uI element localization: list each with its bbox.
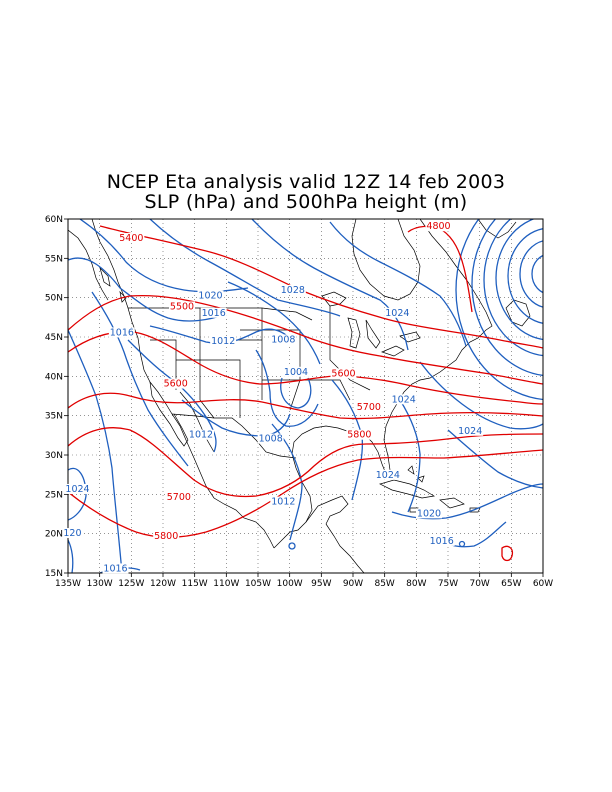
- plot-frame: [67, 218, 544, 574]
- slp-contour-label: 1024: [376, 470, 400, 481]
- height-labels: 5400 4800 5500 5600 5600 5700 5800 5700 5800: [118, 221, 452, 542]
- slp-contour-label: 1016: [103, 563, 127, 574]
- slp-contour-label-bg: [283, 366, 309, 377]
- slp-contour-label-bg: [197, 290, 224, 301]
- x-tick-label: 70W: [469, 579, 489, 589]
- slp-contour-label-bg: [62, 528, 83, 539]
- y-tick-label: 60N: [45, 215, 63, 225]
- slp-contour-label: 1020: [198, 290, 222, 301]
- slp-contour-label-bg: [428, 535, 455, 546]
- slp-contour-label: 1016: [202, 308, 226, 319]
- y-tick-label: 45N: [45, 333, 63, 343]
- y-tick-label: 40N: [45, 372, 63, 382]
- height-contour-label-bg: [169, 301, 195, 312]
- coastlines: [68, 219, 531, 573]
- y-axis-ticks: 15N 20N 25N 30N 35N 40N 45N 50N 55N 60N: [45, 215, 68, 579]
- height-contour-label-bg: [153, 531, 180, 542]
- height-contour-label: 5600: [164, 379, 188, 390]
- y-tick-label: 15N: [45, 569, 63, 579]
- height-contour-label-bg: [165, 491, 192, 502]
- x-tick-label: 75W: [438, 579, 458, 589]
- slp-isobars: [68, 219, 543, 573]
- x-axis-ticks: 135W 130W 125W 120W 115W 110W 105W 100W 95W 90W 85…: [55, 573, 553, 589]
- x-tick-label: 85W: [374, 579, 394, 589]
- height-contour-label: 5700: [167, 492, 191, 503]
- slp-contour-label: 1012: [189, 430, 213, 441]
- slp-labels: 1020 1028 1016 1016 1012 1008 1004 1024 1024 1024…: [62, 284, 484, 574]
- height-contour-label: 5800: [347, 430, 371, 441]
- x-tick-label: 130W: [87, 579, 113, 589]
- map-subtitle: SLP (hPa) and 500hPa height (m): [144, 191, 468, 213]
- slp-contour-label: 1016: [110, 327, 134, 338]
- slp-contour-label: 1012: [271, 497, 295, 508]
- slp-contour-label-bg: [374, 469, 401, 480]
- x-tick-label: 105W: [245, 579, 271, 589]
- slp-contour-label: 1004: [284, 367, 308, 378]
- x-tick-label: 125W: [118, 579, 144, 589]
- slp-contour-label: 120: [63, 528, 81, 539]
- x-tick-label: 115W: [182, 579, 208, 589]
- slp-contour-label-bg: [279, 284, 306, 295]
- slp-contour-label: 1012: [211, 336, 235, 347]
- height-contour-label-bg: [162, 378, 189, 389]
- slp-contour-label-bg: [384, 307, 411, 318]
- slp-contour-label-bg: [210, 336, 237, 347]
- height-contour-label-bg: [425, 221, 452, 232]
- slp-contour-label: 1024: [458, 426, 482, 437]
- x-tick-label: 65W: [501, 579, 521, 589]
- x-tick-label: 110W: [213, 579, 239, 589]
- height-contour-label-bg: [330, 368, 357, 379]
- y-tick-label: 30N: [45, 451, 63, 461]
- x-tick-label: 90W: [343, 579, 363, 589]
- height-contours: [68, 225, 543, 562]
- map-title: NCEP Eta analysis valid 12Z 14 feb 2003: [106, 171, 506, 193]
- height-contour-label-bg: [346, 429, 373, 440]
- y-tick-label: 50N: [45, 294, 63, 304]
- slp-contour-label-bg: [102, 563, 129, 574]
- slp-contour-label: 1024: [392, 394, 416, 405]
- slp-contour-label-bg: [108, 327, 135, 338]
- x-tick-label: 120W: [150, 579, 176, 589]
- x-tick-label: 60W: [533, 579, 553, 589]
- height-contour-label: 5700: [357, 402, 381, 413]
- x-tick-label: 135W: [55, 579, 81, 589]
- slp-contour-label-bg: [64, 483, 91, 494]
- y-tick-label: 20N: [45, 530, 63, 540]
- x-tick-label: 100W: [277, 579, 303, 589]
- y-tick-label: 25N: [45, 490, 63, 500]
- height-contour-label: 5800: [154, 531, 178, 542]
- slp-contour-label: 1020: [417, 508, 441, 519]
- x-tick-label: 80W: [406, 579, 426, 589]
- slp-contour-label-bg: [416, 508, 442, 519]
- slp-contour-label: 1028: [281, 285, 305, 296]
- y-tick-label: 55N: [45, 254, 63, 264]
- slp-contour-label-bg: [270, 334, 297, 345]
- slp-contour-label: 1016: [430, 536, 454, 547]
- slp-contour-label: 1024: [65, 484, 89, 495]
- slp-contour-label-bg: [270, 496, 297, 507]
- x-tick-label: 95W: [311, 579, 331, 589]
- slp-contour-label-bg: [457, 425, 484, 436]
- slp-contour-label-bg: [200, 307, 227, 318]
- height-contour-label: 5400: [119, 233, 143, 244]
- slp-contour-label: 1024: [385, 308, 409, 319]
- slp-contour-label: 1008: [271, 335, 295, 346]
- slp-contour-label: 1008: [259, 434, 283, 445]
- slp-contour-label-bg: [390, 394, 417, 405]
- height-contour-label: 4800: [426, 221, 450, 232]
- y-tick-label: 35N: [45, 412, 63, 422]
- height-contour-label: 5500: [170, 301, 194, 312]
- height-contour-label-bg: [118, 233, 145, 244]
- height-contour-label: 5600: [331, 368, 355, 379]
- slp-contour-label-bg: [257, 433, 284, 444]
- height-contour-label-bg: [355, 402, 382, 413]
- slp-contour-label-bg: [188, 429, 214, 440]
